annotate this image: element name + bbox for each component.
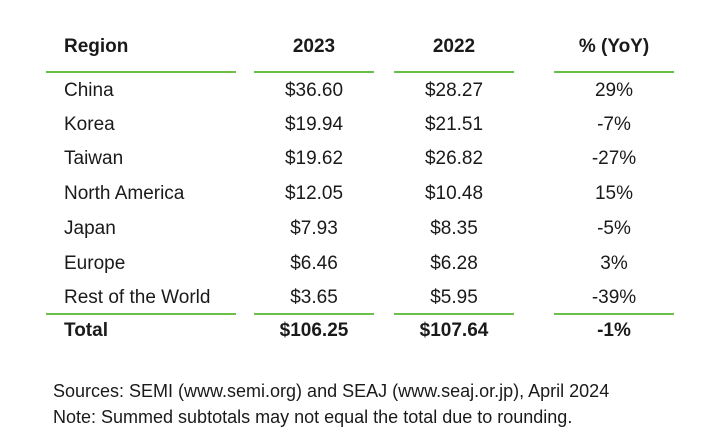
cell-yoy: -7% (597, 114, 631, 135)
footnotes: Sources: SEMI (www.semi.org) and SEAJ (w… (53, 378, 609, 430)
cell-2022: $26.82 (424, 148, 484, 169)
header-rule-2023 (254, 71, 374, 73)
cell-yoy: 3% (600, 253, 628, 274)
cell-yoy: 29% (594, 80, 634, 101)
cell-2023: $3.65 (290, 287, 338, 308)
cell-region: Japan (64, 218, 116, 239)
cell-region: Europe (64, 253, 126, 274)
cell-region: North America (64, 183, 185, 204)
cell-2022: $5.95 (430, 287, 478, 308)
total-rule-region (46, 313, 236, 315)
cell-yoy: 15% (594, 183, 634, 204)
header-yoy: % (YoY) (578, 36, 650, 57)
total-label: Total (64, 320, 108, 341)
cell-2022: $21.51 (424, 114, 484, 135)
cell-yoy: -5% (597, 218, 631, 239)
header-rule-yoy (554, 71, 674, 73)
cell-region: Taiwan (64, 148, 124, 169)
header-rule-2022 (394, 71, 514, 73)
cell-region: Korea (64, 114, 115, 135)
cell-region: Rest of the World (64, 287, 211, 308)
rounding-note: Note: Summed subtotals may not equal the… (53, 407, 573, 427)
header-rule-region (46, 71, 236, 73)
total-rule-yoy (554, 313, 674, 315)
header-2022: 2022 (432, 36, 476, 57)
total-rule-2023 (254, 313, 374, 315)
total-2023: $106.25 (279, 320, 349, 341)
cell-2022: $28.27 (424, 80, 484, 101)
cell-2023: $19.62 (284, 148, 344, 169)
header-region: Region (64, 36, 129, 57)
cell-2023: $12.05 (284, 183, 344, 204)
cell-2022: $8.35 (430, 218, 478, 239)
cell-2023: $6.46 (290, 253, 338, 274)
cell-2023: $36.60 (284, 80, 344, 101)
cell-yoy: -27% (591, 148, 637, 169)
cell-2023: $19.94 (284, 114, 344, 135)
cell-2023: $7.93 (290, 218, 338, 239)
cell-region: China (64, 80, 114, 101)
sources-note: Sources: SEMI (www.semi.org) and SEAJ (w… (53, 381, 610, 401)
header-2023: 2023 (292, 36, 336, 57)
total-yoy: -1% (597, 320, 631, 341)
total-rule-2022 (394, 313, 514, 315)
cell-2022: $6.28 (430, 253, 478, 274)
cell-2022: $10.48 (424, 183, 484, 204)
total-2022: $107.64 (419, 320, 489, 341)
cell-yoy: -39% (591, 287, 637, 308)
